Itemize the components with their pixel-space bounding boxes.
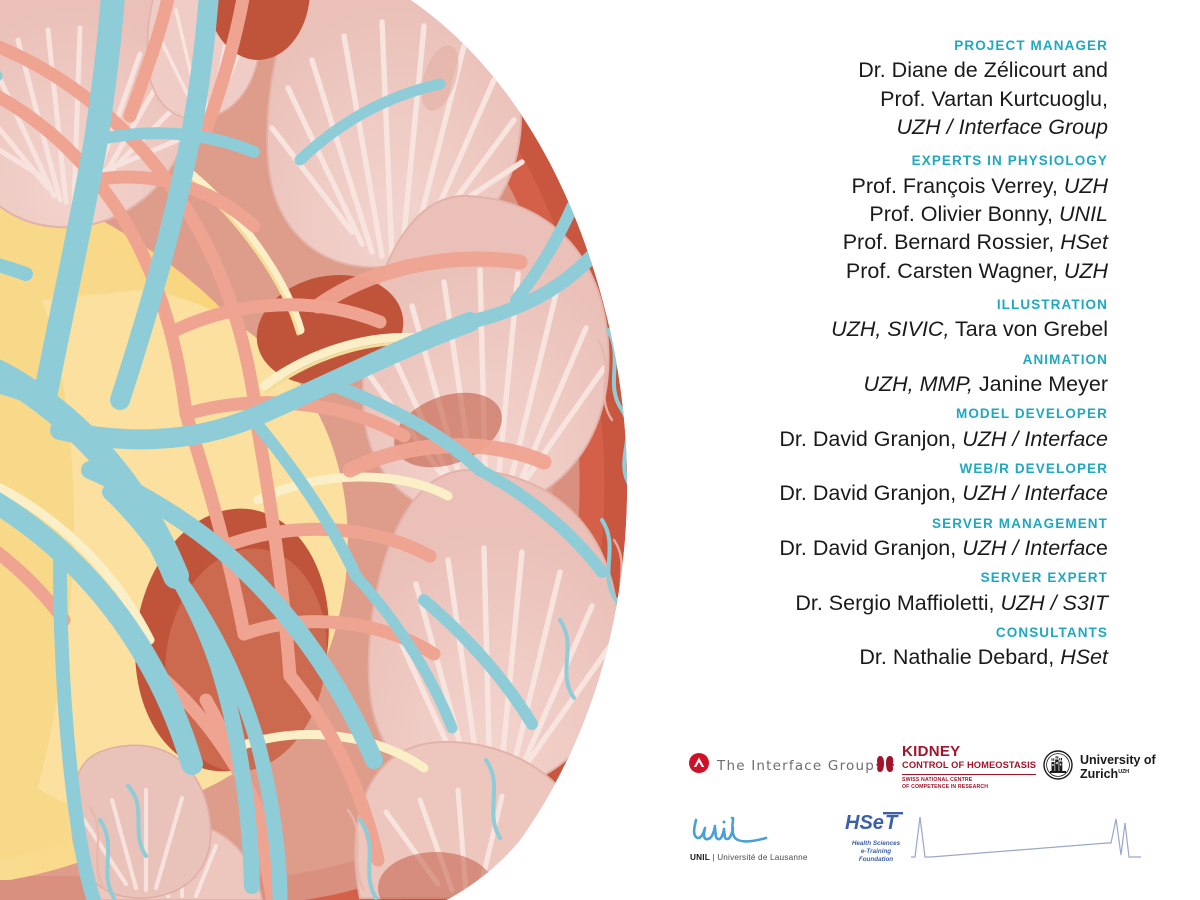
credit-block-model-developer: MODEL DEVELOPER Dr. David Granjon, UZH /…: [640, 404, 1108, 453]
credit-block-web-r-developer: WEB/R DEVELOPER Dr. David Granjon, UZH /…: [640, 459, 1108, 508]
credit-person: Prof. Olivier Bonny, UNIL: [869, 202, 1108, 226]
logo-interface-group[interactable]: The Interface Group: [688, 752, 875, 779]
credit-person: UZH, SIVIC, Tara von Grebel: [831, 317, 1108, 342]
credit-role-label: WEB/R DEVELOPER: [959, 461, 1108, 476]
credit-person: Dr. Diane de Zélicourt and: [858, 58, 1108, 83]
credit-person: Prof. Vartan Kurtcuoglu,: [880, 86, 1108, 111]
uzh-seal-icon: [1043, 750, 1073, 785]
unil-tagline: UNIL | Université de Lausanne: [690, 853, 808, 862]
svg-text:T: T: [885, 812, 899, 834]
uzh-line2: Zurich: [1080, 766, 1119, 781]
credit-person: Dr. David Granjon, UZH / Interface: [779, 535, 1108, 560]
credit-block-consultants: CONSULTANTS Dr. Nathalie Debard, HSet: [640, 623, 1108, 672]
credit-block-illustration: ILLUSTRATION UZH, SIVIC, Tara von Grebel: [640, 295, 1108, 344]
kidney-subtitle: CONTROL OF HOMEOSTASIS: [902, 760, 1037, 770]
credit-block-server-expert: SERVER EXPERT Dr. Sergio Maffioletti, UZ…: [640, 568, 1108, 617]
unil-tagline-text: Université de Lausanne: [717, 853, 808, 862]
credit-block-animation: ANIMATION UZH, MMP, Janine Meyer: [640, 350, 1108, 399]
hset-tagline-line1: Health Sciences: [851, 840, 901, 847]
interface-group-wordmark: The Interface Group: [717, 757, 876, 774]
credit-person: Dr. David Granjon, UZH / Interface: [779, 481, 1108, 506]
unil-script-icon: [692, 816, 768, 843]
credit-person: Prof. Carsten Wagner, UZH: [845, 258, 1108, 283]
logo-kidney-nccr[interactable]: KIDNEY CONTROL OF HOMEOSTASIS SWISS NATI…: [873, 743, 1037, 791]
credit-role-label: PROJECT MANAGER: [954, 38, 1108, 53]
credit-person: Prof. Bernard Rossier, HSet: [842, 230, 1108, 255]
credit-role-label: EXPERTS IN PHYSIOLOGY: [911, 153, 1108, 169]
unil-tagline-sep: |: [709, 853, 718, 862]
kidney-cross-section-illustration: [0, 0, 628, 900]
credit-person: Dr. Sergio Maffioletti, UZH / S3IT: [795, 590, 1108, 615]
uzh-wordmark: University of ZurichUZH: [1080, 752, 1156, 782]
credits-list: PROJECT MANAGER Dr. Diane de Zélicourt a…: [640, 36, 1108, 678]
credit-role-label: ANIMATION: [1022, 351, 1108, 367]
hset-tagline-line3: Foundation: [858, 856, 894, 864]
credit-role-label: SERVER EXPERT: [980, 570, 1108, 586]
hset-ecg-icon: [911, 813, 1141, 864]
credit-block-server-management: SERVER MANAGEMENT Dr. David Granjon, UZH…: [640, 514, 1108, 563]
kidney-nccr-text: KIDNEY CONTROL OF HOMEOSTASIS SWISS NATI…: [902, 743, 1037, 791]
unil-tagline-bold: UNIL: [690, 853, 710, 862]
interface-group-mark-icon: [688, 752, 710, 779]
hset-mark: HSe T Health Sciences e-Training Foundat…: [845, 812, 907, 865]
uzh-superscript: UZH: [1118, 768, 1129, 775]
kidney-title: KIDNEY: [902, 743, 961, 760]
credit-block-experts-in-physiology: EXPERTS IN PHYSIOLOGY Prof. François Ver…: [640, 151, 1108, 285]
hset-tagline-line2: e-Training: [860, 848, 892, 856]
credit-person: UZH / Interface Group: [896, 115, 1109, 139]
credit-person: Dr. Nathalie Debard, HSet: [859, 645, 1108, 670]
credit-person: UZH, MMP, Janine Meyer: [863, 372, 1108, 396]
partner-logos: The Interface Group KIDNEY CONTROL OF HO…: [660, 742, 1200, 882]
logo-hset[interactable]: HSe T Health Sciences e-Training Foundat…: [845, 812, 1141, 865]
kidney-divider: [902, 773, 1037, 775]
credit-role-label: ILLUSTRATION: [996, 297, 1108, 313]
credit-person: Dr. David Granjon, UZH / Interface: [779, 426, 1108, 451]
kidney-beans-icon: [873, 754, 897, 781]
credit-block-project-manager: PROJECT MANAGER Dr. Diane de Zélicourt a…: [640, 36, 1108, 141]
logo-unil[interactable]: UNIL | Université de Lausanne: [690, 814, 808, 862]
kidney-nccr-line1: SWISS NATIONAL CENTRE: [902, 776, 973, 783]
hset-wordmark-icon: HSe T: [845, 812, 903, 834]
uzh-line1: University of: [1080, 752, 1156, 767]
logo-university-of-zurich[interactable]: University of ZurichUZH: [1043, 750, 1156, 785]
credit-person: Prof. François Verrey, UZH: [851, 173, 1108, 198]
kidney-nccr-line2: OF COMPETENCE IN RESEARCH: [902, 783, 989, 790]
credit-role-label: CONSULTANTS: [995, 624, 1108, 640]
hset-tagline: Health Sciences e-Training Foundation: [845, 840, 907, 865]
credit-role-label: SERVER MANAGEMENT: [932, 515, 1108, 531]
credit-role-label: MODEL DEVELOPER: [955, 406, 1108, 422]
svg-text:HSe: HSe: [845, 812, 884, 834]
